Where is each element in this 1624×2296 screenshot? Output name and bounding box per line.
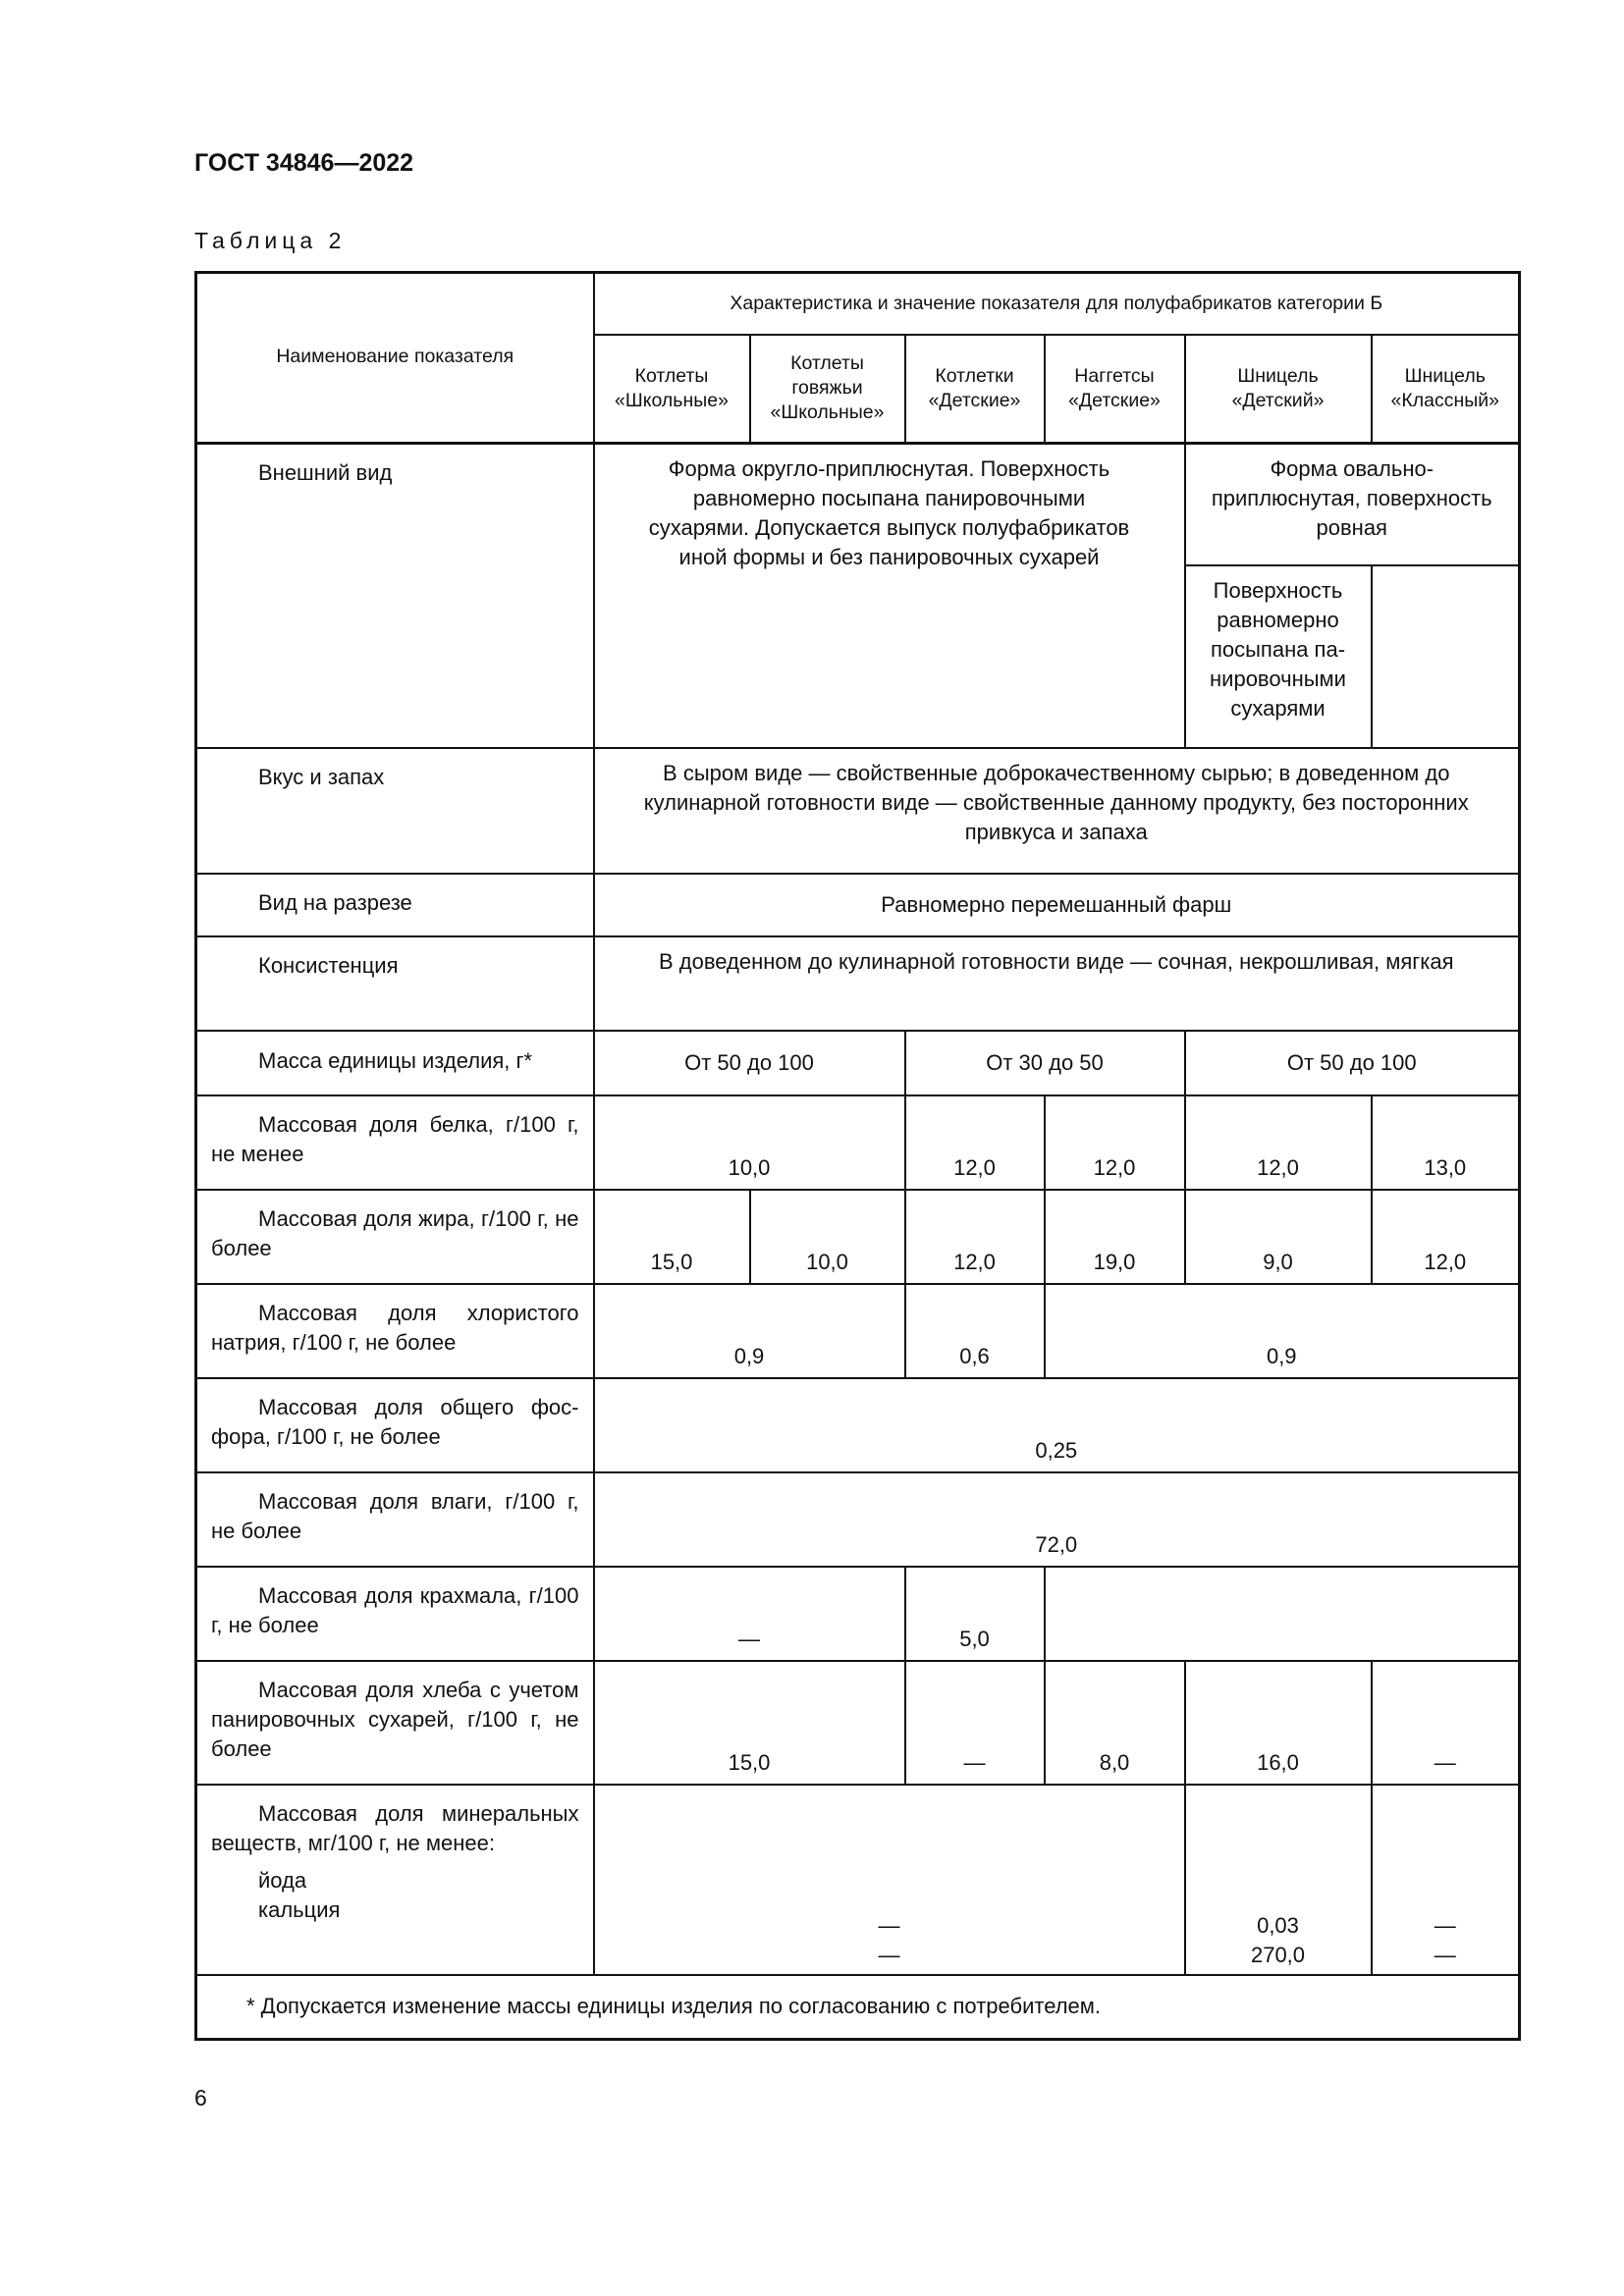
- table-row: Массовая доля крахмала, г/100 г, не боле…: [194, 1565, 1521, 1662]
- table-row: Вкус и запах В сыром виде — свойственные…: [194, 746, 1521, 875]
- cell-value: 13,0: [1370, 1094, 1521, 1191]
- row-name: Консистенция: [194, 934, 595, 1032]
- cell-value: Поверхность равномерно посыпана па­ниров…: [1183, 563, 1373, 749]
- minerals-name: Массовая доля минераль­ных веществ, мг/1…: [211, 1800, 579, 1855]
- cell-value: 15,0: [592, 1188, 751, 1285]
- table-row: Массовая доля общего фос­фора, г/100 г, …: [194, 1376, 1521, 1473]
- table-row: Внешний вид Форма округло-приплюснутая. …: [194, 442, 1521, 749]
- header-product: Котлетки «Детские»: [903, 333, 1046, 445]
- cell-value: 12,0: [1370, 1188, 1521, 1285]
- cell-value: От 30 до 50: [903, 1029, 1186, 1096]
- calcium-value: 270,0: [1250, 1942, 1306, 1967]
- row-name: Массовая доля хлористого натрия, г/100 г…: [194, 1282, 595, 1379]
- cell-value: Равномерно перемешанный фарш: [592, 872, 1521, 937]
- cell-value: — —: [592, 1783, 1186, 1976]
- header-param: Наименование показателя: [194, 271, 595, 445]
- table-row: Массовая доля хлеба с уче­том панировочн…: [194, 1659, 1521, 1786]
- cell-value: 12,0: [903, 1188, 1046, 1285]
- header-product: Шницель «Классный»: [1370, 333, 1521, 445]
- cell-value: 0,9: [1043, 1282, 1521, 1379]
- cell-value: От 50 до 100: [592, 1029, 906, 1096]
- row-name: Вкус и запах: [194, 746, 595, 875]
- table-row: Массовая доля белка, г/100 г, не менее 1…: [194, 1094, 1521, 1191]
- cell-value: 5,0: [903, 1565, 1046, 1662]
- row-name: Массовая доля крахмала, г/100 г, не боле…: [194, 1565, 595, 1662]
- cell-value: — —: [1370, 1783, 1521, 1976]
- row-name: Массовая доля влаги, г/100 г, не более: [194, 1470, 595, 1568]
- cell-value: В сыром виде — свойственные доброкачеств…: [592, 746, 1521, 875]
- cell-value: 10,0: [592, 1094, 906, 1191]
- cell-value: В доведенном до кулинарной готовности ви…: [592, 934, 1521, 1032]
- row-name: Массовая доля минераль­ных веществ, мг/1…: [194, 1783, 595, 1976]
- iodine-value: —: [878, 1912, 900, 1938]
- cell-value: 10,0: [748, 1188, 906, 1285]
- footnote-row: * Допускается изменение массы единицы из…: [194, 1973, 1521, 2041]
- table-row: Масса единицы изделия, г* От 50 до 100 О…: [194, 1029, 1521, 1096]
- cell-value: 8,0: [1043, 1659, 1186, 1786]
- header-group: Характеристика и значение показателя для…: [592, 271, 1521, 336]
- header-product: Шницель «Детский»: [1183, 333, 1373, 445]
- cell-value: 72,0: [592, 1470, 1521, 1568]
- header-row: Наименование показателя Характеристика и…: [194, 271, 1521, 445]
- iodine-value: —: [1434, 1912, 1456, 1938]
- table-caption: Таблица 2: [194, 228, 347, 253]
- table-row: Массовая доля влаги, г/100 г, не более 7…: [194, 1470, 1521, 1568]
- cell-value: 12,0: [903, 1094, 1046, 1191]
- cell-value: 0,03 270,0: [1183, 1783, 1373, 1976]
- calcium-value: —: [878, 1942, 900, 1967]
- cell-value: Форма округло-приплюснутая. Поверхность …: [592, 442, 1186, 749]
- cell-value: —: [592, 1565, 906, 1662]
- cell-value: От 50 до 100: [1183, 1029, 1521, 1096]
- row-name: Масса единицы изделия, г*: [194, 1029, 595, 1096]
- cell-value: 0,6: [903, 1282, 1046, 1379]
- header-product: Котлеты «Школьные»: [592, 333, 751, 445]
- row-name: Массовая доля жира, г/100 г, не более: [194, 1188, 595, 1285]
- page-number: 6: [194, 2085, 207, 2110]
- table-row: Массовая доля хлористого натрия, г/100 г…: [194, 1282, 1521, 1379]
- iodine-name: йода: [258, 1867, 307, 1893]
- cell-empty: [1043, 1565, 1521, 1662]
- calcium-value: —: [1434, 1942, 1456, 1967]
- cell-value: 19,0: [1043, 1188, 1186, 1285]
- cell-value: —: [1370, 1659, 1521, 1786]
- cell-value: 0,9: [592, 1282, 906, 1379]
- specification-table: Наименование показателя Характеристика и…: [194, 271, 1522, 2041]
- header-product: Котлеты говяжьи «Школьные»: [748, 333, 906, 445]
- cell-value: Форма овально-приплюснутая, поверхность …: [1183, 442, 1521, 566]
- row-name: Внешний вид: [194, 442, 595, 749]
- row-name: Вид на разрезе: [194, 872, 595, 937]
- cell-value: 12,0: [1043, 1094, 1186, 1191]
- table-row: Массовая доля минераль­ных веществ, мг/1…: [194, 1783, 1521, 1976]
- iodine-value: 0,03: [1257, 1912, 1299, 1938]
- row-name: Массовая доля общего фос­фора, г/100 г, …: [194, 1376, 595, 1473]
- table-row: Поверхность равномерно посыпана па­ниров…: [196, 563, 1521, 749]
- table-row: Массовая доля жира, г/100 г, не более 15…: [194, 1188, 1521, 1285]
- cell-value: 16,0: [1183, 1659, 1373, 1786]
- document-title: ГОСТ 34846—2022: [194, 149, 414, 177]
- cell-empty: [1370, 563, 1521, 749]
- cell-value: 9,0: [1183, 1188, 1373, 1285]
- calcium-name: кальция: [258, 1896, 341, 1922]
- cell-value: 0,25: [592, 1376, 1521, 1473]
- cell-value: —: [903, 1659, 1046, 1786]
- header-products-row: Котлеты «Школьные» Котлеты говяжьи «Школ…: [196, 333, 1521, 445]
- table-row: Консистенция В доведенном до кулинарной …: [194, 934, 1521, 1032]
- row-name: Массовая доля хлеба с уче­том панировочн…: [194, 1659, 595, 1786]
- cell-value: 15,0: [592, 1659, 906, 1786]
- header-product: Наггетсы «Детские»: [1043, 333, 1186, 445]
- cell-value: 12,0: [1183, 1094, 1373, 1191]
- row-name: Массовая доля белка, г/100 г, не менее: [194, 1094, 595, 1191]
- table-row: Вид на разрезе Равномерно перемешанный ф…: [194, 872, 1521, 937]
- footnote: * Допускается изменение массы единицы из…: [194, 1973, 1521, 2041]
